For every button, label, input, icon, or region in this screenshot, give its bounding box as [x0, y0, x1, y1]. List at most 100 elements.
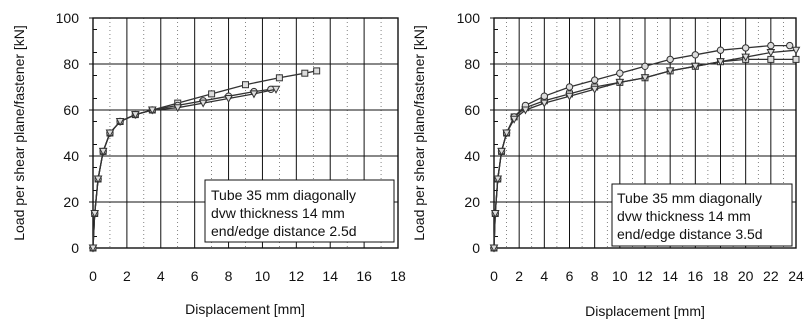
x-tick-label: 6 [191, 268, 199, 284]
x-tick-label: 16 [356, 268, 372, 284]
data-point-triangle [741, 53, 751, 62]
y-tick-label: 40 [63, 148, 79, 164]
legend-box-left: Tube 35 mm diagonally dvw thickness 14 m… [204, 179, 395, 243]
data-point-square [242, 81, 249, 89]
data-point-circle [641, 62, 649, 71]
y-tick-label: 40 [464, 148, 480, 164]
data-point-circle [716, 46, 725, 54]
x-axis-label-right: Displacement [mm] [585, 303, 705, 319]
data-point-square [275, 74, 283, 82]
x-tick-label: 6 [566, 268, 574, 284]
data-point-square [313, 67, 321, 75]
data-point-triangle [224, 95, 233, 104]
data-point-triangle [131, 111, 140, 120]
data-point-triangle [791, 46, 801, 55]
data-point-circle [565, 83, 574, 91]
legend-line-3: end/edge distance 3.5d [617, 226, 763, 242]
data-point-circle [786, 41, 794, 50]
x-tick-label: 18 [713, 268, 729, 284]
y-tick-label: 80 [464, 56, 480, 72]
x-tick-label: 0 [89, 268, 97, 284]
x-tick-label: 8 [591, 268, 599, 284]
data-point-square [767, 55, 775, 63]
data-point-circle [767, 41, 775, 50]
data-point-triangle [590, 85, 600, 94]
y-tick-label: 80 [63, 56, 79, 72]
y-tick-label: 100 [457, 10, 481, 26]
data-point-circle [666, 55, 674, 64]
data-point-circle [691, 51, 700, 59]
x-tick-label: 10 [612, 268, 628, 284]
data-point-triangle [173, 104, 183, 113]
y-tick-label: 20 [63, 194, 79, 210]
x-tick-label: 14 [662, 268, 678, 284]
data-point-triangle [271, 85, 281, 94]
data-point-triangle [98, 147, 108, 156]
x-tick-label: 16 [688, 268, 704, 284]
data-point-triangle [90, 210, 100, 219]
data-point-triangle [497, 147, 506, 156]
data-point-triangle [766, 49, 776, 58]
data-point-circle [616, 69, 624, 77]
x-tick-label: 10 [255, 268, 271, 284]
data-point-triangle [690, 62, 700, 71]
data-point-triangle [640, 74, 650, 83]
y-tick-label: 0 [472, 240, 480, 256]
x-tick-label: 2 [515, 268, 523, 284]
data-point-triangle [490, 210, 500, 219]
legend-line-2: dvw thickness 14 mm [211, 205, 345, 221]
plot-frame-left [92, 17, 399, 249]
x-tick-label: 12 [289, 268, 305, 284]
data-point-triangle [147, 106, 157, 115]
x-tick-label: 8 [225, 268, 233, 284]
y-tick-label: 100 [56, 10, 80, 26]
series-line-triangle [493, 49, 797, 249]
x-tick-label: 2 [123, 268, 131, 284]
data-point-triangle [115, 118, 125, 127]
data-point-square [301, 69, 309, 77]
data-point-triangle [493, 175, 503, 184]
x-tick-label: 0 [490, 268, 498, 284]
x-tick-label: 4 [157, 268, 165, 284]
data-point-triangle [105, 129, 115, 138]
x-axis-label-left: Displacement [mm] [185, 301, 305, 317]
x-tick-label: 18 [390, 268, 406, 284]
legend-line-1: Tube 35 mm diagonally [211, 187, 356, 203]
y-tick-label: 60 [464, 102, 480, 118]
x-tick-label: 20 [738, 268, 754, 284]
data-point-triangle [716, 58, 725, 67]
x-tick-label: 22 [763, 268, 779, 284]
data-point-circle [590, 76, 599, 84]
data-point-circle [540, 92, 549, 100]
legend-line-1: Tube 35 mm diagonally [617, 190, 762, 206]
y-tick-label: 0 [71, 240, 79, 256]
x-tick-label: 12 [637, 268, 653, 284]
data-point-triangle [249, 90, 259, 99]
legend-box-right: Tube 35 mm diagonally dvw thickness 14 m… [611, 183, 793, 247]
x-tick-label: 24 [788, 268, 804, 284]
data-point-triangle [88, 244, 98, 253]
chart-left: 0 20 40 60 80 100 0 2 4 6 8 10 12 14 16 18 Load per sh… [11, 10, 406, 317]
legend-line-2: dvw thickness 14 mm [617, 208, 751, 224]
data-point-triangle [565, 92, 574, 101]
data-point-triangle [509, 115, 519, 124]
x-tick-label: 4 [540, 268, 548, 284]
data-point-triangle [615, 78, 625, 87]
data-point-triangle [521, 106, 530, 115]
y-tick-label: 20 [464, 194, 480, 210]
y-tick-label: 60 [63, 102, 79, 118]
legend-line-3: end/edge distance 2.5d [211, 223, 357, 239]
data-point-circle [741, 44, 750, 52]
y-axis-label-left: Load per shear plane/fastener [kN] [11, 25, 27, 241]
data-point-triangle [93, 175, 103, 184]
data-point-triangle [489, 244, 499, 253]
data-point-square [792, 55, 800, 63]
data-point-triangle [198, 99, 208, 108]
y-axis-label-right: Load per shear plane/fastener [kN] [411, 25, 427, 241]
data-point-square [208, 90, 216, 98]
data-point-triangle [665, 67, 675, 76]
plot-frame-right [493, 17, 797, 249]
data-point-triangle [502, 129, 511, 138]
